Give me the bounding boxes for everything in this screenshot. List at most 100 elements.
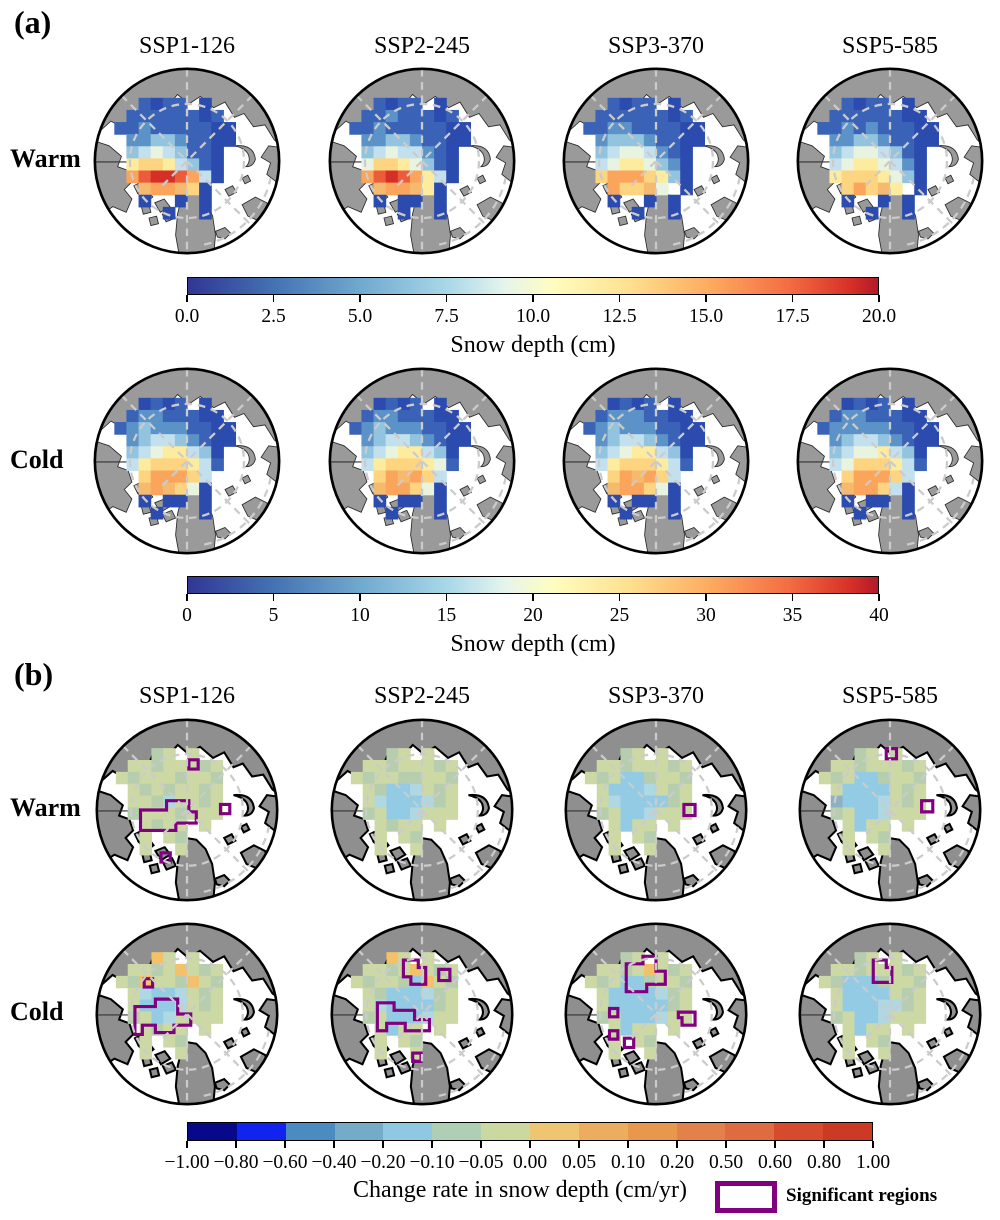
land-mass — [703, 445, 725, 468]
tick-mark — [186, 295, 188, 302]
scenario-title-ssp2-245: SSP2-245 — [373, 33, 471, 59]
land-mass — [936, 793, 958, 817]
tick-mark — [480, 1141, 482, 1148]
tick-mark — [333, 1141, 335, 1148]
significant-region-outline — [133, 997, 193, 1037]
tick-mark — [878, 295, 880, 302]
land-mass — [937, 445, 959, 468]
land-mass — [683, 526, 701, 540]
significant-region-outline — [187, 758, 200, 771]
colorbar-warm-bar — [187, 277, 879, 295]
colorbar-segment — [236, 1123, 286, 1140]
tick-mark — [445, 295, 448, 302]
land-mass — [383, 215, 395, 227]
tick-mark — [382, 1141, 384, 1148]
row-label-warm: Warm — [10, 144, 81, 173]
land-mass — [617, 1066, 630, 1079]
tick-label: 30 — [696, 605, 716, 626]
significant-region-outline — [884, 747, 899, 761]
colorbar-segment — [432, 1123, 482, 1140]
land-mass — [617, 215, 629, 227]
tick-label: 12.5 — [602, 306, 637, 327]
land-mass — [476, 174, 487, 185]
tick-mark — [186, 1141, 188, 1148]
tick-label: 0.00 — [512, 1152, 548, 1173]
land-mass — [617, 862, 630, 875]
land-mass — [925, 1036, 940, 1050]
colorbar-segment — [725, 1123, 775, 1140]
land-mass — [468, 793, 490, 817]
land-mass — [234, 145, 256, 168]
tick-label: 20.0 — [861, 306, 897, 327]
significant-region-outline — [138, 799, 198, 833]
colorbar-segment — [578, 1123, 628, 1140]
land-mass — [942, 1026, 954, 1038]
tick-mark — [532, 295, 534, 302]
tick-mark — [529, 1141, 531, 1148]
tick-mark — [618, 295, 621, 302]
land-mass — [148, 862, 161, 875]
tick-mark — [359, 594, 361, 601]
tick-label: 0.10 — [610, 1152, 646, 1173]
colorbar-cold-bar — [187, 576, 879, 594]
colorbar-segment — [481, 1123, 531, 1140]
land-mass — [213, 1077, 232, 1092]
land-mass — [693, 485, 706, 497]
land-mass — [927, 185, 940, 197]
land-mass — [851, 1066, 864, 1079]
significant-regions-label: Significant regions — [786, 1185, 938, 1206]
tick-label: 0 — [182, 605, 192, 626]
significant-region-outline — [375, 1001, 432, 1033]
land-mass — [459, 185, 472, 197]
land-mass — [233, 997, 255, 1021]
tick-mark — [791, 594, 794, 601]
land-mass — [148, 1066, 161, 1079]
scenario-title-ssp2-245: SSP2-245 — [373, 683, 471, 709]
tick-label: 10.0 — [515, 306, 551, 327]
tick-mark — [791, 295, 794, 302]
land-mass — [937, 145, 959, 168]
land-mass — [239, 1026, 251, 1038]
land-mass — [925, 832, 940, 846]
tick-mark — [359, 295, 361, 302]
land-mass — [214, 226, 232, 240]
land-mass — [927, 485, 940, 497]
tick-mark — [431, 1141, 433, 1148]
scenario-title-ssp1-126: SSP1-126 — [138, 683, 236, 709]
row-label-cold: Cold — [10, 997, 64, 1026]
land-mass — [241, 474, 252, 485]
land-mass — [474, 822, 486, 834]
colorbar-segment — [188, 1123, 237, 1140]
map-b-warm-ssp2-245 — [330, 718, 514, 902]
colorbar-segment — [676, 1123, 726, 1140]
colorbar-segment — [530, 1123, 579, 1140]
land-mass — [222, 832, 237, 846]
tick-label: −0.60 — [262, 1152, 308, 1173]
row-label-warm: Warm — [10, 793, 81, 822]
map-b-cold-ssp2-245 — [330, 922, 514, 1106]
tick-mark — [725, 1141, 727, 1148]
land-mass — [702, 997, 724, 1021]
significant-region-outline — [218, 802, 232, 816]
tick-mark — [774, 1141, 776, 1148]
land-mass — [234, 445, 256, 468]
land-mass — [241, 174, 252, 185]
land-mass — [702, 793, 724, 817]
tick-label: 0.05 — [561, 1152, 597, 1173]
land-mass — [691, 1036, 706, 1050]
tick-label: 15.0 — [688, 306, 724, 327]
map-b-cold-ssp1-126 — [95, 922, 279, 1106]
land-mass — [917, 526, 935, 540]
tick-label: −1.00 — [164, 1152, 210, 1173]
scenario-title-ssp5-585: SSP5-585 — [841, 683, 939, 709]
tick-label: 40 — [869, 605, 889, 626]
tick-mark — [676, 1141, 678, 1148]
tick-label: −0.20 — [360, 1152, 406, 1173]
tick-mark — [872, 1141, 874, 1148]
tick-label: 5.0 — [347, 306, 373, 327]
land-mass — [457, 832, 472, 846]
tick-label: 17.5 — [775, 306, 810, 327]
tick-label: −0.10 — [409, 1152, 455, 1173]
tick-label: 2.5 — [261, 306, 286, 327]
